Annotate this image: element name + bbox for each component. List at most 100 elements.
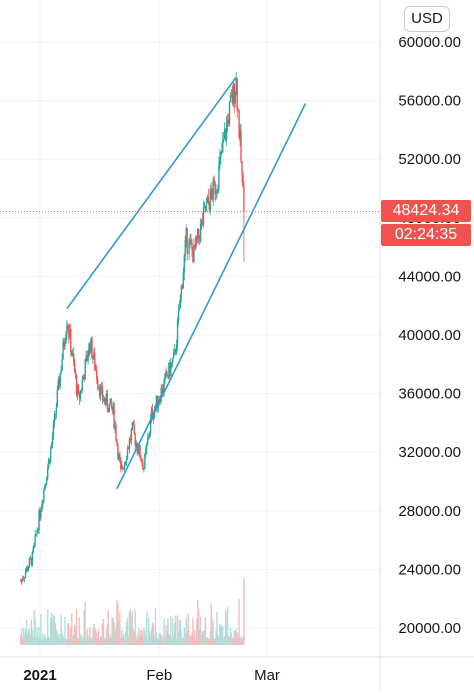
candle-body [167, 376, 169, 378]
candle-body [230, 94, 233, 97]
candle-body [90, 337, 92, 352]
candle-body [175, 344, 178, 353]
candle-body [21, 579, 24, 581]
candle-body [233, 83, 235, 104]
volume-bar [95, 630, 97, 645]
volume-bar [133, 631, 135, 645]
grid [0, 0, 380, 657]
candle-body [61, 359, 63, 371]
candle-body [192, 249, 194, 263]
volume-bar [146, 611, 148, 645]
volume-bar [115, 627, 117, 645]
candle-body [180, 285, 183, 295]
time-axis[interactable]: 2021 Feb Mar [23, 667, 280, 684]
candle-body [108, 403, 110, 413]
volume-bar [218, 637, 220, 645]
volume-bar [26, 634, 29, 645]
volume-bar [227, 635, 230, 645]
volume-bar [173, 623, 176, 645]
candle-body [174, 349, 177, 353]
candle-body [178, 307, 181, 311]
candle-body [87, 356, 89, 361]
candle-body [34, 534, 36, 544]
volume-bar [223, 636, 226, 645]
volume-bar [209, 630, 211, 645]
y-tick-label: 60000.00 [398, 34, 461, 51]
candle-body [171, 362, 173, 364]
volume-bar [216, 611, 218, 645]
volume-bar [182, 637, 185, 645]
candle-body [125, 459, 128, 462]
volume-bar [37, 637, 39, 645]
candle-body [221, 151, 223, 153]
candle-body [217, 188, 219, 191]
volume-bar [171, 637, 173, 645]
y-tick-label: 52000.00 [398, 151, 461, 168]
volume-bar [156, 638, 159, 645]
candle-body [48, 459, 51, 463]
candle-body [24, 572, 27, 578]
candle-body [163, 379, 165, 391]
volume-bar [61, 632, 63, 645]
candle-body [116, 440, 118, 445]
volume-bar [87, 635, 89, 645]
volume-bar [140, 629, 142, 645]
volume-bar [214, 638, 216, 645]
candle-body [147, 437, 150, 439]
currency-button[interactable]: USD [404, 6, 450, 32]
volume-bar [34, 617, 36, 645]
candle-body [223, 138, 225, 141]
countdown-tag: 02:24:35 [381, 224, 471, 246]
volume-bar [219, 623, 221, 645]
volume-bar [27, 629, 30, 645]
volume-bar [168, 633, 170, 645]
volume-bar [118, 621, 120, 645]
candle-body [173, 349, 176, 352]
price-axis[interactable]: 60000.0056000.0052000.0048000.0044000.00… [398, 34, 461, 637]
candle-body [49, 448, 52, 463]
volume-bar [105, 629, 108, 645]
volume-bar [152, 624, 155, 645]
candle-body [53, 413, 56, 423]
volume-bar [172, 635, 175, 645]
volume-bar [199, 616, 202, 645]
candle-body [91, 337, 93, 359]
volume-bar [181, 639, 184, 645]
volume-bar [103, 637, 106, 645]
volume-bar [32, 636, 34, 645]
volume-bar [238, 599, 240, 645]
candle-body [213, 179, 215, 182]
volume-bar [88, 637, 90, 645]
candle-body [201, 219, 204, 225]
candle-body [57, 379, 59, 391]
trendline[interactable] [116, 103, 307, 490]
volume-bar [117, 602, 119, 645]
volume-bar [240, 636, 242, 645]
candle-body [46, 478, 48, 484]
volume-bar [136, 639, 138, 645]
volume-bar [102, 618, 105, 645]
candle-body [104, 398, 107, 404]
candle-body [216, 190, 218, 192]
candle-body [42, 501, 44, 505]
y-tick-label: 28000.00 [398, 503, 461, 520]
candle-body [40, 511, 42, 518]
volume-bar [82, 636, 84, 645]
volume-bar [64, 617, 66, 645]
volume-bar [99, 636, 102, 645]
volume-bar [84, 601, 86, 645]
volume-bar [201, 631, 204, 645]
volume-bar [46, 639, 48, 645]
candle-body [135, 442, 137, 446]
trendlines[interactable] [66, 76, 307, 490]
volume-bar [217, 634, 219, 645]
volume-bar [51, 619, 54, 645]
volume-bar [147, 638, 149, 645]
volume-bar [36, 627, 38, 645]
trendline[interactable] [66, 76, 237, 310]
candle-body [118, 454, 120, 459]
candle-body [205, 202, 208, 211]
volume-bar [185, 617, 187, 645]
